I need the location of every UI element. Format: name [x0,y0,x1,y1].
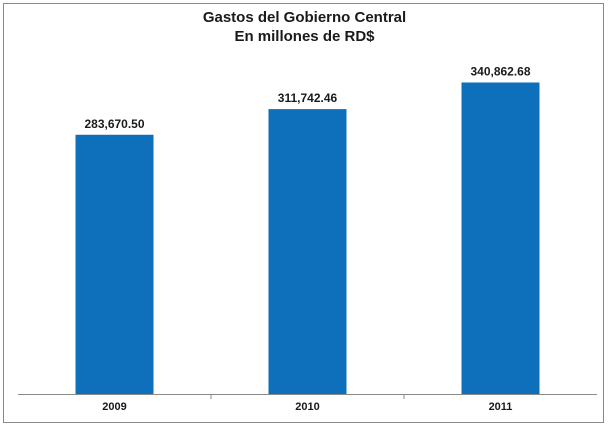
bars [75,82,540,395]
x-axis-ticks: 2009 2010 2011 [102,394,512,413]
bar-2010 [268,109,347,395]
x-tick-label-2009: 2009 [102,401,126,413]
data-label-2009: 283,670.50 [84,117,144,131]
bar-2009 [75,134,154,394]
data-label-2010: 311,742.46 [278,91,338,105]
chart-subtitle: En millones de RD$ [234,28,375,45]
data-labels: 283,670.50 311,742.46 340,862.68 [84,64,530,130]
bar-2011 [461,82,540,395]
x-tick-label-2011: 2011 [489,401,513,413]
data-label-2011: 340,862.68 [470,64,530,78]
x-tick-label-2010: 2010 [295,401,319,413]
chart-title: Gastos del Gobierno Central [202,9,407,26]
chart-title-block: Gastos del Gobierno Central En millones … [0,8,609,46]
